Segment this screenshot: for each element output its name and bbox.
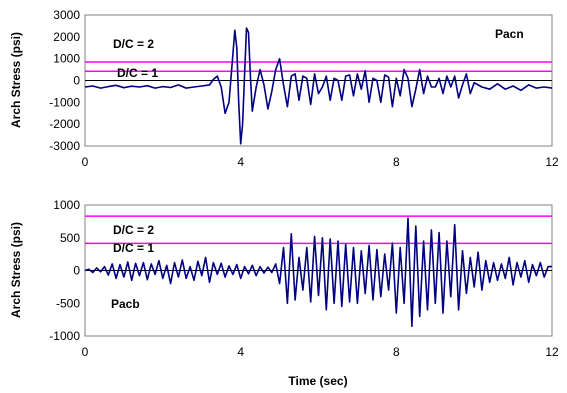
y-tick-labels-bottom: -1000 -500 0 500 1000 <box>49 198 80 343</box>
x-axis-label-bottom: Time (sec) <box>288 374 347 388</box>
y-tick-label: -500 <box>56 296 80 310</box>
y-tick-label: -1000 <box>49 329 80 343</box>
dc1-label-top: D/C = 1 <box>117 66 158 80</box>
dc2-label-bottom: D/C = 2 <box>113 223 154 237</box>
series-line-pacb <box>84 217 552 327</box>
y-tick-labels-top: -3000 -2000 -1000 0 1000 2000 3000 <box>49 8 80 153</box>
x-tick-label: 0 <box>82 345 89 359</box>
x-tick-label: 12 <box>545 345 559 359</box>
y-tick-label: 1000 <box>53 52 80 66</box>
y-tick-label: -3000 <box>49 139 80 153</box>
dc1-label-bottom: D/C = 1 <box>113 241 154 255</box>
x-tick-label: 8 <box>393 345 400 359</box>
chart-title-bottom: Pacb <box>111 297 140 311</box>
dc2-label-top: D/C = 2 <box>113 37 154 51</box>
x-tick-label: 0 <box>82 155 89 169</box>
y-tick-label: 2000 <box>53 30 80 44</box>
x-tick-label: 4 <box>237 345 244 359</box>
y-tick-label: 0 <box>73 264 80 278</box>
series-line-pacn <box>84 27 553 145</box>
y-tick-label: -2000 <box>49 117 80 131</box>
y-tick-label: 3000 <box>53 8 80 22</box>
chart-title-top: Pacn <box>495 27 524 41</box>
y-tick-label: -1000 <box>49 95 80 109</box>
x-tick-labels-bottom: 0 4 8 12 <box>82 345 559 359</box>
chart-top: -3000 -2000 -1000 0 1000 2000 3000 0 4 8 12 D/C =… <box>9 8 559 169</box>
x-tick-label: 12 <box>545 155 559 169</box>
y-tick-label: 500 <box>60 231 80 245</box>
y-tick-label: 1000 <box>53 198 80 212</box>
y-axis-label-bottom: Arch Stress (psi) <box>9 222 23 318</box>
y-tick-label: 0 <box>73 74 80 88</box>
y-axis-label-top: Arch Stress (psi) <box>9 32 23 128</box>
x-tick-labels-top: 0 4 8 12 <box>82 155 559 169</box>
x-tick-label: 4 <box>237 155 244 169</box>
x-tick-label: 8 <box>393 155 400 169</box>
